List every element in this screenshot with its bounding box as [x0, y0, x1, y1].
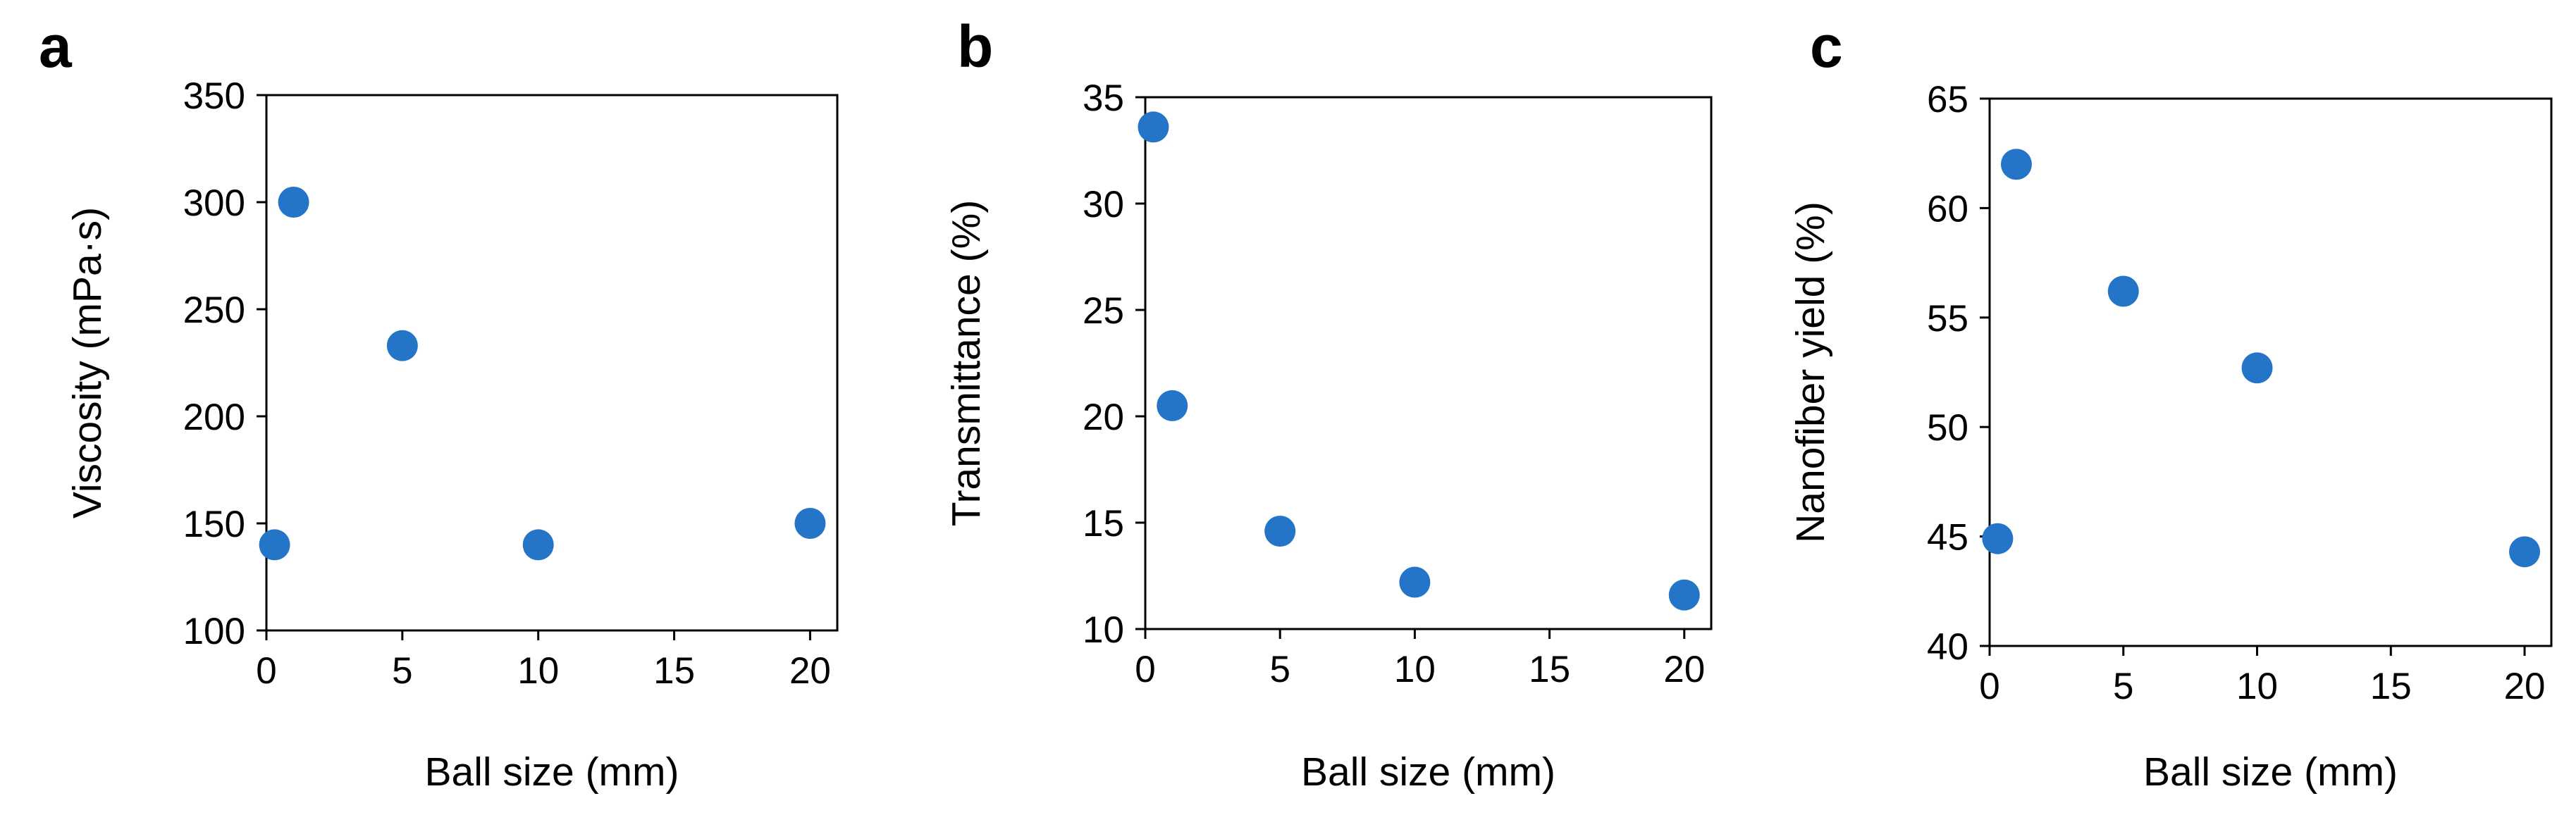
- data-point: [1982, 523, 2014, 554]
- data-point: [1399, 566, 1431, 598]
- y-tick-label: 60: [1927, 188, 1968, 230]
- x-tick-label: 15: [653, 650, 695, 692]
- x-tick-label: 5: [392, 650, 412, 692]
- y-tick-label: 20: [1083, 397, 1124, 438]
- data-point: [1668, 579, 1700, 611]
- y-tick-label: 45: [1927, 517, 1968, 559]
- data-point: [386, 330, 418, 361]
- y-tick-label: 65: [1927, 79, 1968, 120]
- data-point: [2509, 536, 2541, 568]
- y-axis-label: Transmittance (%): [944, 200, 989, 527]
- y-tick-label: 100: [183, 611, 245, 652]
- x-axis-label: Ball size (mm): [2143, 749, 2398, 795]
- y-tick-label: 10: [1083, 609, 1124, 651]
- data-point: [794, 508, 826, 539]
- panel-letter: c: [1810, 13, 1843, 80]
- data-point: [2107, 275, 2139, 307]
- panel-letter: b: [957, 13, 993, 80]
- y-axis-label: Nanofiber yield (%): [1788, 201, 1833, 543]
- data-point: [1264, 516, 1296, 547]
- y-axis-label: Viscosity (mPa·s): [65, 207, 110, 518]
- x-tick-label: 15: [1529, 649, 1570, 690]
- data-point: [259, 529, 290, 561]
- x-tick-label: 0: [1135, 649, 1155, 690]
- y-tick-label: 250: [183, 290, 245, 331]
- data-point: [278, 187, 309, 218]
- data-point: [1157, 390, 1188, 421]
- x-tick-label: 20: [1663, 649, 1705, 690]
- data-point: [2241, 352, 2273, 384]
- panel-c: c 0 5 10 15 20 40 45 50 55 60 65 Ball size (mm) Nanof…: [1788, 13, 2553, 795]
- x-tick-label: 15: [2370, 666, 2412, 707]
- x-tick-label: 20: [789, 650, 831, 692]
- y-tick-label: 350: [183, 75, 245, 117]
- x-tick-label: 10: [2236, 666, 2278, 707]
- x-tick-label: 5: [2113, 666, 2133, 707]
- x-tick-label: 10: [1394, 649, 1436, 690]
- x-tick-label: 20: [2504, 666, 2546, 707]
- x-tick-label: 0: [256, 650, 276, 692]
- panel-a: a 0 5 10 15 20 100 150 200 250 300 350 Ball size (mm…: [39, 13, 839, 795]
- y-tick-label: 30: [1083, 184, 1124, 225]
- y-tick-label: 40: [1927, 626, 1968, 668]
- y-tick-label: 55: [1927, 298, 1968, 340]
- data-point: [1138, 111, 1169, 143]
- x-tick-label: 5: [1269, 649, 1290, 690]
- panel-letter: a: [39, 13, 73, 80]
- y-tick-label: 150: [183, 504, 245, 545]
- y-tick-label: 300: [183, 182, 245, 224]
- y-tick-label: 25: [1083, 290, 1124, 332]
- panel-b: b 0 5 10 15 20 10 15 20 25 30 35 Ball size (mm) Trans…: [944, 13, 1713, 795]
- data-point: [2000, 149, 2032, 180]
- plot-frame: [265, 94, 839, 632]
- y-tick-label: 200: [183, 397, 245, 438]
- y-tick-label: 15: [1083, 503, 1124, 545]
- x-axis-label: Ball size (mm): [424, 749, 679, 795]
- plot-frame: [1988, 97, 2553, 647]
- y-tick-label: 35: [1083, 77, 1124, 119]
- data-point: [522, 529, 554, 561]
- x-tick-label: 0: [1979, 666, 1999, 707]
- x-axis-label: Ball size (mm): [1301, 749, 1555, 795]
- y-tick-label: 50: [1927, 407, 1968, 449]
- x-tick-label: 10: [517, 650, 559, 692]
- plot-frame: [1144, 96, 1713, 630]
